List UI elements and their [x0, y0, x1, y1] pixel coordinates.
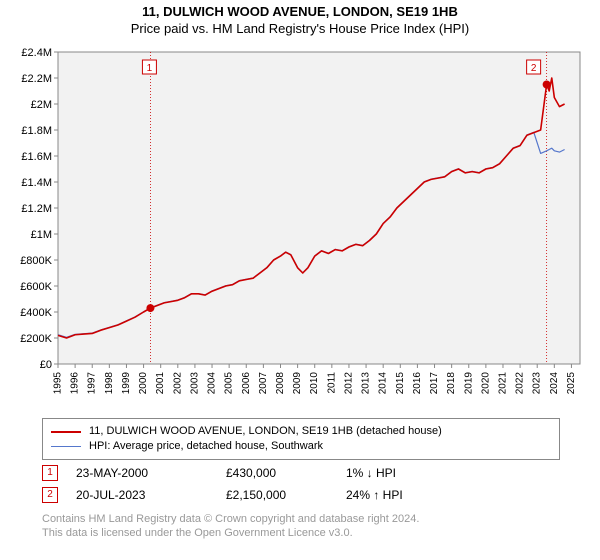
chart-titles: 11, DULWICH WOOD AVENUE, LONDON, SE19 1H… — [0, 0, 600, 36]
line-chart: £0 £200K £400K £600K £800K £1M £1.2M £1.4M £1.6M… — [12, 48, 588, 408]
sale-price: £2,150,000 — [226, 488, 346, 502]
sale-date: 23-MAY-2000 — [76, 466, 226, 480]
chart-title-2: Price paid vs. HM Land Registry's House … — [0, 21, 600, 36]
sale-list: 1 23-MAY-2000 £430,000 1% ↓ HPI 2 20-JUL… — [32, 462, 572, 506]
legend-label: 11, DULWICH WOOD AVENUE, LONDON, SE19 1H… — [89, 424, 442, 439]
sale-delta: 24% ↑ HPI — [346, 488, 466, 502]
ytick-label: £2M — [31, 99, 52, 111]
legend-swatch-property — [51, 431, 81, 433]
xtick-label: 2003 — [189, 372, 200, 395]
chart-title-1: 11, DULWICH WOOD AVENUE, LONDON, SE19 1H… — [0, 4, 600, 19]
legend-item-property: 11, DULWICH WOOD AVENUE, LONDON, SE19 1H… — [51, 424, 551, 439]
xtick-label: 1999 — [121, 372, 132, 395]
sale-marker-box: 1 — [42, 465, 58, 481]
xtick-label: 2025 — [566, 372, 577, 395]
xtick-label: 2013 — [361, 372, 372, 395]
ytick-label: £1M — [31, 229, 52, 241]
ytick-label: £1.8M — [21, 125, 52, 137]
chart-area: £0 £200K £400K £600K £800K £1M £1.2M £1.4M £1.6M… — [12, 48, 588, 408]
xtick-label: 2008 — [275, 372, 286, 395]
sale-delta: 1% ↓ HPI — [346, 466, 466, 480]
ytick-label: £2.4M — [21, 48, 52, 59]
xtick-label: 2022 — [515, 372, 526, 395]
xtick-label: 2002 — [172, 372, 183, 395]
ytick-label: £800K — [20, 255, 52, 267]
ytick-label: £400K — [20, 307, 52, 319]
xtick-label: 2015 — [395, 372, 406, 395]
legend-label: HPI: Average price, detached house, Sout… — [89, 439, 323, 454]
sale-row: 1 23-MAY-2000 £430,000 1% ↓ HPI — [32, 462, 572, 484]
xtick-label: 2011 — [326, 372, 337, 394]
xtick-label: 2018 — [446, 372, 457, 395]
xtick-label: 2020 — [480, 372, 491, 395]
xtick-label: 1996 — [70, 372, 81, 395]
legend-swatch-hpi — [51, 446, 81, 447]
license-line1: Contains HM Land Registry data © Crown c… — [42, 512, 562, 526]
license-text: Contains HM Land Registry data © Crown c… — [42, 512, 562, 540]
sale-marker-label: 2 — [531, 63, 537, 74]
xtick-label: 1995 — [53, 372, 64, 395]
xtick-label: 2010 — [309, 372, 320, 395]
sale-marker-label: 1 — [147, 63, 153, 74]
legend: 11, DULWICH WOOD AVENUE, LONDON, SE19 1H… — [42, 418, 560, 460]
xtick-label: 2000 — [138, 372, 149, 395]
ytick-label: £1.6M — [21, 151, 52, 163]
license-line2: This data is licensed under the Open Gov… — [42, 526, 562, 540]
ytick-label: £600K — [20, 281, 52, 293]
sale-marker-box: 2 — [42, 487, 58, 503]
xtick-label: 2023 — [532, 372, 543, 395]
sale-price: £430,000 — [226, 466, 346, 480]
xtick-label: 2021 — [497, 372, 508, 395]
xtick-label: 2016 — [412, 372, 423, 395]
ytick-label: £1.2M — [21, 203, 52, 215]
ytick-label: £200K — [20, 333, 52, 345]
xtick-label: 2009 — [292, 372, 303, 395]
xtick-label: 2019 — [463, 372, 474, 395]
xtick-label: 1997 — [87, 372, 98, 395]
sale-date: 20-JUL-2023 — [76, 488, 226, 502]
sale-dot — [146, 304, 154, 312]
xtick-label: 2014 — [378, 372, 389, 395]
sale-dot — [543, 81, 551, 89]
xtick-label: 2017 — [429, 372, 440, 395]
ytick-label: £1.4M — [21, 177, 52, 189]
sale-row: 2 20-JUL-2023 £2,150,000 24% ↑ HPI — [32, 484, 572, 506]
legend-item-hpi: HPI: Average price, detached house, Sout… — [51, 439, 551, 454]
xtick-label: 2005 — [224, 372, 235, 395]
xtick-label: 2012 — [343, 372, 354, 395]
ytick-label: £0 — [40, 359, 52, 371]
xtick-label: 2004 — [207, 372, 218, 395]
xtick-label: 2024 — [549, 372, 560, 395]
xtick-label: 2001 — [155, 372, 166, 395]
xtick-label: 2006 — [241, 372, 252, 395]
xtick-label: 1998 — [104, 372, 115, 395]
xtick-label: 2007 — [258, 372, 269, 395]
ytick-label: £2.2M — [21, 73, 52, 85]
